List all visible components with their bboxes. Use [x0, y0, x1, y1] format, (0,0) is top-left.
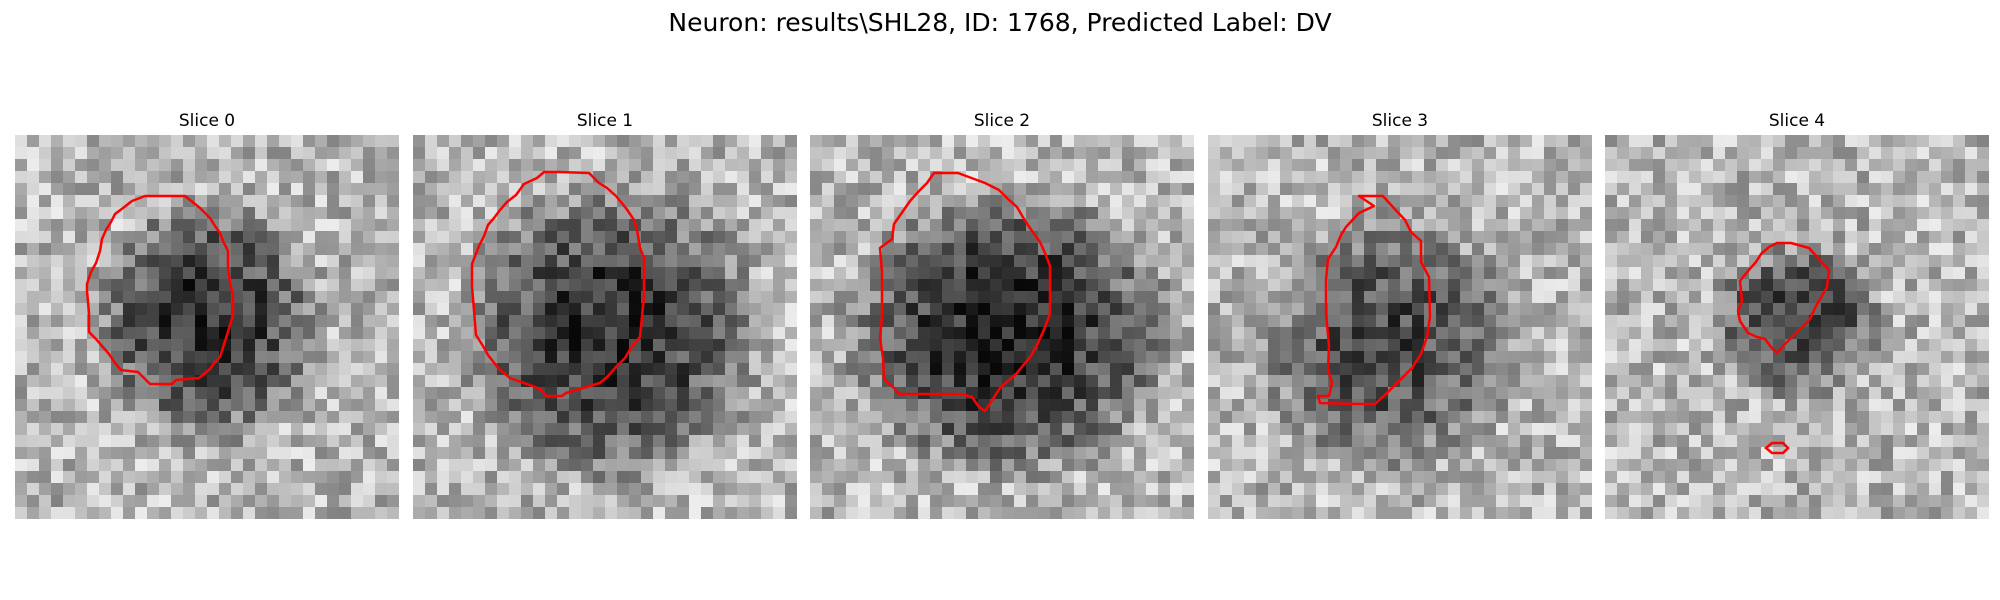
panel-slice-2: Slice 2	[810, 109, 1194, 519]
roi-contour	[878, 171, 1052, 413]
roi-contour	[85, 194, 235, 386]
slice-image	[1605, 135, 1989, 519]
slice-image	[413, 135, 797, 519]
slice-image	[1208, 135, 1592, 519]
slice-image	[810, 135, 1194, 519]
panel-title: Slice 4	[1768, 111, 1826, 131]
panel-slice-3: Slice 3	[1208, 109, 1592, 519]
panel-title: Slice 3	[1371, 111, 1429, 131]
roi-contour	[1316, 194, 1432, 406]
slice-image	[15, 135, 399, 519]
panel-title: Slice 1	[576, 111, 634, 131]
panel-slice-4: Slice 4	[1605, 109, 1989, 519]
panel-title: Slice 2	[973, 111, 1031, 131]
figure-title: Neuron: results\SHL28, ID: 1768, Predict…	[668, 8, 1332, 37]
panel-title: Slice 0	[178, 111, 236, 131]
panel-slice-1: Slice 1	[413, 109, 797, 519]
roi-contour	[1736, 241, 1831, 355]
roi-contour-small	[1764, 441, 1790, 455]
roi-contour	[470, 170, 646, 398]
panel-slice-0: Slice 0	[15, 109, 399, 519]
